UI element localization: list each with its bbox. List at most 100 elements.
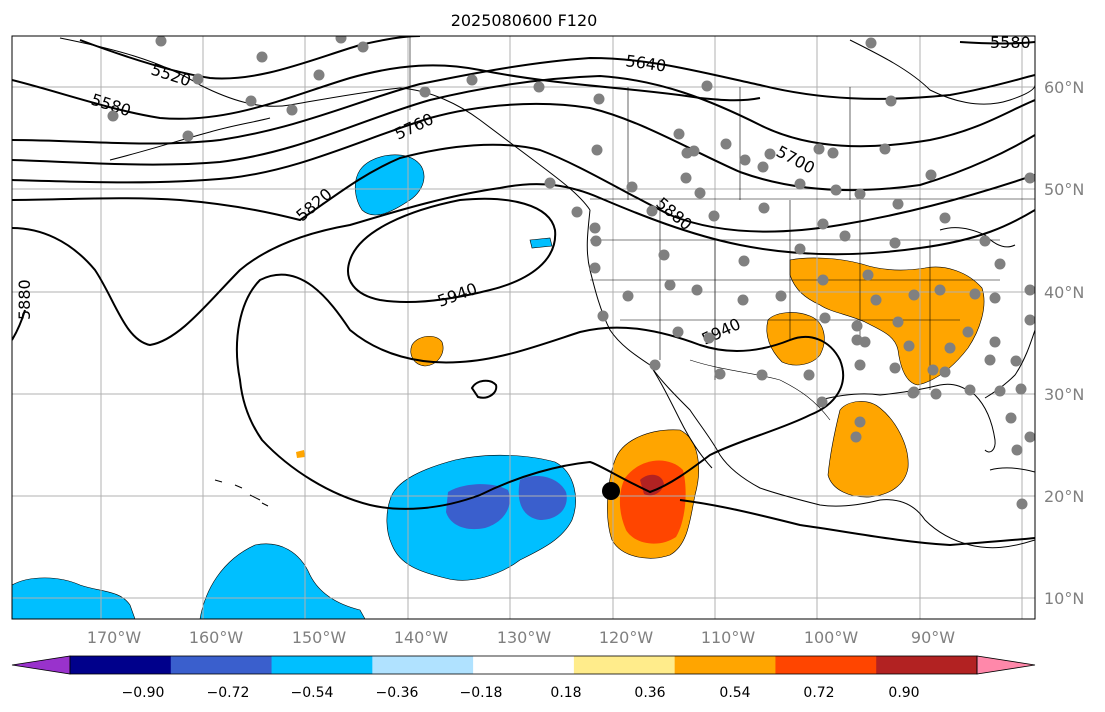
station-dot bbox=[286, 104, 298, 116]
strong-negative-core-east bbox=[518, 476, 567, 520]
positive-region-tiny bbox=[296, 450, 305, 458]
longitude-labels: 170°W 160°W 150°W 140°W 130°W 120°W 110°… bbox=[87, 628, 955, 647]
storm-center-marker bbox=[602, 482, 620, 500]
station-dot bbox=[794, 178, 806, 190]
station-dot bbox=[313, 69, 325, 81]
colorbar-segment bbox=[170, 656, 273, 674]
colorbar-segment bbox=[271, 656, 373, 674]
station-dot bbox=[964, 384, 976, 396]
contour-southern-coast bbox=[679, 499, 1035, 547]
station-dot bbox=[691, 284, 703, 296]
station-dot bbox=[672, 326, 684, 338]
florida bbox=[974, 394, 996, 453]
station-dot bbox=[939, 212, 951, 224]
station-dot bbox=[1024, 284, 1035, 296]
station-dot bbox=[892, 198, 904, 210]
station-dot bbox=[851, 334, 863, 346]
colorbar-extend-high bbox=[976, 655, 1036, 675]
station-dot bbox=[680, 172, 692, 184]
station-dot bbox=[813, 143, 825, 155]
cbar-label-5: 0.18 bbox=[550, 685, 581, 701]
caribbean-islands bbox=[989, 467, 1035, 473]
station-dot bbox=[664, 279, 676, 291]
station-dot bbox=[839, 230, 851, 242]
station-dot bbox=[1024, 314, 1035, 326]
map-frame bbox=[11, 35, 1036, 620]
lon-label-160w: 160°W bbox=[189, 628, 244, 647]
colorbar-segment bbox=[876, 656, 978, 674]
lon-label-150w: 150°W bbox=[292, 628, 347, 647]
cbar-label-6: 0.36 bbox=[634, 685, 665, 701]
station-dot bbox=[927, 364, 939, 376]
station-dot bbox=[593, 93, 605, 105]
station-dot bbox=[737, 294, 749, 306]
station-dot bbox=[994, 385, 1006, 397]
lon-label-140w: 140°W bbox=[394, 628, 449, 647]
station-dot bbox=[658, 249, 670, 261]
alaska-coast bbox=[59, 37, 591, 211]
station-dot bbox=[851, 320, 863, 332]
colorbar-segment bbox=[775, 656, 877, 674]
station-dot bbox=[934, 284, 946, 296]
negative-region-south-central bbox=[199, 543, 366, 619]
contour-label-5580-east: 5580 bbox=[990, 33, 1031, 52]
station-dot bbox=[827, 147, 839, 159]
station-dot bbox=[649, 359, 661, 371]
station-dot bbox=[944, 342, 956, 354]
station-dot bbox=[757, 161, 769, 173]
station-dot bbox=[794, 243, 806, 255]
gridlines bbox=[12, 36, 1035, 619]
station-dot bbox=[892, 316, 904, 328]
station-markers bbox=[107, 36, 1035, 510]
cbar-label-2: −0.54 bbox=[291, 685, 334, 701]
strong-positive-core bbox=[619, 460, 686, 544]
colorbar-segment bbox=[372, 656, 474, 674]
station-dot bbox=[803, 369, 815, 381]
baja-california bbox=[649, 364, 713, 469]
contour-5880 bbox=[12, 183, 1035, 347]
cbar-label-4: −0.18 bbox=[460, 685, 503, 701]
station-dot bbox=[589, 222, 601, 234]
station-dot bbox=[908, 289, 920, 301]
station-dot bbox=[1010, 355, 1022, 367]
station-dot bbox=[889, 237, 901, 249]
cbar-label-3: −0.36 bbox=[376, 685, 419, 701]
cbar-label-8: 0.72 bbox=[803, 685, 834, 701]
east-coast bbox=[984, 329, 1035, 399]
station-dot bbox=[738, 255, 750, 267]
station-dot bbox=[969, 288, 981, 300]
station-dot bbox=[870, 294, 882, 306]
station-dot bbox=[925, 169, 937, 181]
station-dot bbox=[854, 359, 866, 371]
station-dot bbox=[708, 210, 720, 222]
figure-title: 2025080600 F120 bbox=[451, 11, 598, 30]
station-dot bbox=[466, 74, 478, 86]
lat-label-30n: 30°N bbox=[1044, 385, 1084, 404]
great-lakes bbox=[939, 227, 1016, 248]
contour-label-5880-west: 5880 bbox=[15, 279, 34, 320]
station-dot bbox=[862, 269, 874, 281]
station-dot bbox=[854, 416, 866, 428]
station-dot bbox=[646, 205, 658, 217]
negative-anomaly-shading bbox=[12, 154, 576, 619]
contour-5820 bbox=[12, 143, 1035, 233]
station-dot bbox=[865, 37, 877, 49]
latitude-labels: 60°N 50°N 40°N 30°N 20°N 10°N bbox=[1044, 78, 1084, 608]
station-dot bbox=[989, 292, 1001, 304]
cbar-label-7: 0.54 bbox=[719, 685, 750, 701]
station-dot bbox=[589, 262, 601, 274]
station-dot bbox=[1024, 172, 1035, 184]
us-west-coast bbox=[586, 209, 1035, 549]
contour-5880-west bbox=[12, 309, 26, 341]
station-dot bbox=[591, 144, 603, 156]
lat-label-10n: 10°N bbox=[1044, 589, 1084, 608]
aleutian-chain bbox=[109, 117, 271, 161]
station-dot bbox=[544, 177, 556, 189]
height-contours bbox=[12, 36, 1035, 547]
colorbar-extend-low bbox=[11, 655, 71, 675]
lat-label-20n: 20°N bbox=[1044, 487, 1084, 506]
contour-small-closed bbox=[470, 379, 498, 399]
lat-label-50n: 50°N bbox=[1044, 180, 1084, 199]
station-dot bbox=[357, 41, 369, 53]
